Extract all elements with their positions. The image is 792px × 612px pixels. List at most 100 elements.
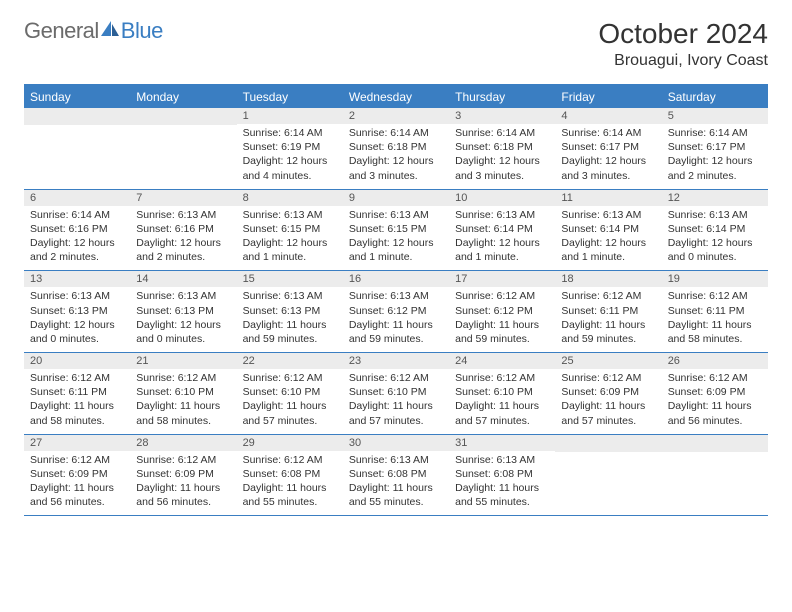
day-cell: 30Sunrise: 6:13 AMSunset: 6:08 PMDayligh… (343, 435, 449, 516)
day-number (24, 108, 130, 125)
day-cell: 19Sunrise: 6:12 AMSunset: 6:11 PMDayligh… (662, 271, 768, 352)
sunrise-line: Sunrise: 6:14 AM (243, 126, 337, 140)
logo-text-blue: Blue (121, 18, 163, 44)
weekday-header: Monday (130, 86, 236, 108)
sunrise-line: Sunrise: 6:13 AM (349, 208, 443, 222)
day-number: 31 (449, 435, 555, 451)
weekday-header: Sunday (24, 86, 130, 108)
day-body: Sunrise: 6:13 AMSunset: 6:13 PMDaylight:… (130, 287, 236, 352)
day-body: Sunrise: 6:14 AMSunset: 6:17 PMDaylight:… (662, 124, 768, 189)
weekday-header: Thursday (449, 86, 555, 108)
sunrise-line: Sunrise: 6:12 AM (136, 453, 230, 467)
logo-sail-icon (99, 19, 121, 44)
day-cell: 25Sunrise: 6:12 AMSunset: 6:09 PMDayligh… (555, 353, 661, 434)
daylight-line: Daylight: 12 hours and 2 minutes. (30, 236, 124, 264)
sunrise-line: Sunrise: 6:12 AM (668, 371, 762, 385)
sunset-line: Sunset: 6:08 PM (243, 467, 337, 481)
day-cell: 6Sunrise: 6:14 AMSunset: 6:16 PMDaylight… (24, 190, 130, 271)
sunrise-line: Sunrise: 6:13 AM (668, 208, 762, 222)
day-number: 2 (343, 108, 449, 124)
day-body: Sunrise: 6:13 AMSunset: 6:12 PMDaylight:… (343, 287, 449, 352)
daylight-line: Daylight: 11 hours and 55 minutes. (243, 481, 337, 509)
sunrise-line: Sunrise: 6:13 AM (243, 289, 337, 303)
day-cell (555, 435, 661, 516)
daylight-line: Daylight: 11 hours and 56 minutes. (668, 399, 762, 427)
week-row: 13Sunrise: 6:13 AMSunset: 6:13 PMDayligh… (24, 271, 768, 353)
sunset-line: Sunset: 6:13 PM (30, 304, 124, 318)
day-number: 22 (237, 353, 343, 369)
sunrise-line: Sunrise: 6:14 AM (455, 126, 549, 140)
day-body: Sunrise: 6:12 AMSunset: 6:11 PMDaylight:… (662, 287, 768, 352)
sunset-line: Sunset: 6:08 PM (349, 467, 443, 481)
day-number: 14 (130, 271, 236, 287)
day-number: 23 (343, 353, 449, 369)
day-number: 28 (130, 435, 236, 451)
day-body: Sunrise: 6:12 AMSunset: 6:11 PMDaylight:… (555, 287, 661, 352)
day-number (662, 435, 768, 452)
day-body: Sunrise: 6:12 AMSunset: 6:08 PMDaylight:… (237, 451, 343, 516)
day-cell: 11Sunrise: 6:13 AMSunset: 6:14 PMDayligh… (555, 190, 661, 271)
day-body: Sunrise: 6:12 AMSunset: 6:09 PMDaylight:… (24, 451, 130, 516)
location: Brouagui, Ivory Coast (598, 52, 768, 70)
day-body: Sunrise: 6:12 AMSunset: 6:09 PMDaylight:… (555, 369, 661, 434)
sunset-line: Sunset: 6:17 PM (668, 140, 762, 154)
day-cell: 5Sunrise: 6:14 AMSunset: 6:17 PMDaylight… (662, 108, 768, 189)
sunrise-line: Sunrise: 6:13 AM (455, 208, 549, 222)
week-row: 27Sunrise: 6:12 AMSunset: 6:09 PMDayligh… (24, 435, 768, 517)
sunrise-line: Sunrise: 6:13 AM (455, 453, 549, 467)
weekday-header: Tuesday (237, 86, 343, 108)
daylight-line: Daylight: 12 hours and 3 minutes. (561, 154, 655, 182)
day-number: 5 (662, 108, 768, 124)
week-row: 6Sunrise: 6:14 AMSunset: 6:16 PMDaylight… (24, 190, 768, 272)
day-cell: 31 Sunrise: 6:13 AMSunset: 6:08 PMDayligh… (449, 435, 555, 516)
daylight-line: Daylight: 11 hours and 58 minutes. (136, 399, 230, 427)
day-number: 3 (449, 108, 555, 124)
day-body: Sunrise: 6:13 AMSunset: 6:14 PMDaylight:… (555, 206, 661, 271)
day-number: 21 (130, 353, 236, 369)
sunrise-line: Sunrise: 6:12 AM (561, 371, 655, 385)
day-body: Sunrise: 6:13 AMSunset: 6:14 PMDaylight:… (662, 206, 768, 271)
day-body (24, 125, 130, 185)
day-number: 4 (555, 108, 661, 124)
day-number (555, 435, 661, 452)
logo-text-general: General (24, 18, 99, 44)
sunset-line: Sunset: 6:18 PM (349, 140, 443, 154)
sunset-line: Sunset: 6:10 PM (243, 385, 337, 399)
day-body (662, 452, 768, 512)
day-cell (24, 108, 130, 189)
day-body: Sunrise: 6:13 AMSunset: 6:15 PMDaylight:… (237, 206, 343, 271)
sunset-line: Sunset: 6:10 PM (349, 385, 443, 399)
day-body: Sunrise: 6:13 AMSunset: 6:16 PMDaylight:… (130, 206, 236, 271)
daylight-line: Daylight: 11 hours and 55 minutes. (455, 481, 549, 509)
daylight-line: Daylight: 12 hours and 2 minutes. (668, 154, 762, 182)
sunrise-line: Sunrise: 6:12 AM (30, 453, 124, 467)
sunrise-line: Sunrise: 6:13 AM (136, 289, 230, 303)
sunset-line: Sunset: 6:14 PM (455, 222, 549, 236)
sunset-line: Sunset: 6:08 PM (455, 467, 549, 481)
day-body: Sunrise: 6:13 AMSunset: 6:14 PMDaylight:… (449, 206, 555, 271)
day-cell: 21Sunrise: 6:12 AMSunset: 6:10 PMDayligh… (130, 353, 236, 434)
sunset-line: Sunset: 6:09 PM (136, 467, 230, 481)
weekday-header: Saturday (662, 86, 768, 108)
sunset-line: Sunset: 6:10 PM (455, 385, 549, 399)
day-cell: 8Sunrise: 6:13 AMSunset: 6:15 PMDaylight… (237, 190, 343, 271)
sunset-line: Sunset: 6:13 PM (243, 304, 337, 318)
daylight-line: Daylight: 11 hours and 59 minutes. (455, 318, 549, 346)
sunset-line: Sunset: 6:19 PM (243, 140, 337, 154)
sunset-line: Sunset: 6:12 PM (349, 304, 443, 318)
sunset-line: Sunset: 6:14 PM (668, 222, 762, 236)
daylight-line: Daylight: 12 hours and 0 minutes. (30, 318, 124, 346)
day-number: 6 (24, 190, 130, 206)
day-cell: 20Sunrise: 6:12 AMSunset: 6:11 PMDayligh… (24, 353, 130, 434)
weekday-header-row: SundayMondayTuesdayWednesdayThursdayFrid… (24, 86, 768, 108)
sunset-line: Sunset: 6:09 PM (30, 467, 124, 481)
sunrise-line: Sunrise: 6:12 AM (455, 371, 549, 385)
day-cell: 16Sunrise: 6:13 AMSunset: 6:12 PMDayligh… (343, 271, 449, 352)
sunrise-line: Sunrise: 6:13 AM (136, 208, 230, 222)
daylight-line: Daylight: 11 hours and 56 minutes. (136, 481, 230, 509)
daylight-line: Daylight: 12 hours and 1 minute. (349, 236, 443, 264)
sunrise-line: Sunrise: 6:12 AM (349, 371, 443, 385)
sunrise-line: Sunrise: 6:14 AM (349, 126, 443, 140)
day-cell: 13Sunrise: 6:13 AMSunset: 6:13 PMDayligh… (24, 271, 130, 352)
daylight-line: Daylight: 11 hours and 57 minutes. (349, 399, 443, 427)
